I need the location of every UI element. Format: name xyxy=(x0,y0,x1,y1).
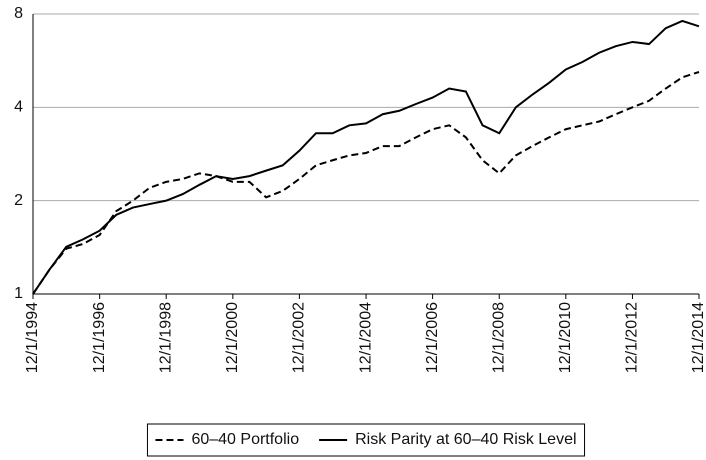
legend-box xyxy=(146,423,586,457)
y-tick-label: 8 xyxy=(14,5,23,22)
x-tick-label: 12/1/1998 xyxy=(157,302,174,373)
x-tick-label: 12/1/2006 xyxy=(424,302,441,373)
legend-label: 60–40 Portfolio xyxy=(191,431,299,448)
series-line xyxy=(32,71,700,295)
y-tick-label: 4 xyxy=(14,99,23,116)
y-tick-label: 2 xyxy=(14,192,23,209)
x-tick-label: 12/1/1996 xyxy=(91,302,108,373)
x-tick-label: 12/1/2000 xyxy=(224,302,241,373)
x-tick-label: 12/1/2014 xyxy=(690,302,706,373)
x-tick-label: 12/1/2008 xyxy=(490,302,507,373)
y-tick-label: 1 xyxy=(14,285,23,302)
x-tick-label: 12/1/2012 xyxy=(624,302,641,373)
x-tick-label: 12/1/2002 xyxy=(291,302,308,373)
x-tick-label: 12/1/1994 xyxy=(24,302,41,373)
series-line xyxy=(32,19,700,295)
x-tick-label: 12/1/2010 xyxy=(557,302,574,373)
x-tick-label: 12/1/2004 xyxy=(357,302,374,373)
legend-label: Risk Parity at 60–40 Risk Level xyxy=(355,431,576,448)
